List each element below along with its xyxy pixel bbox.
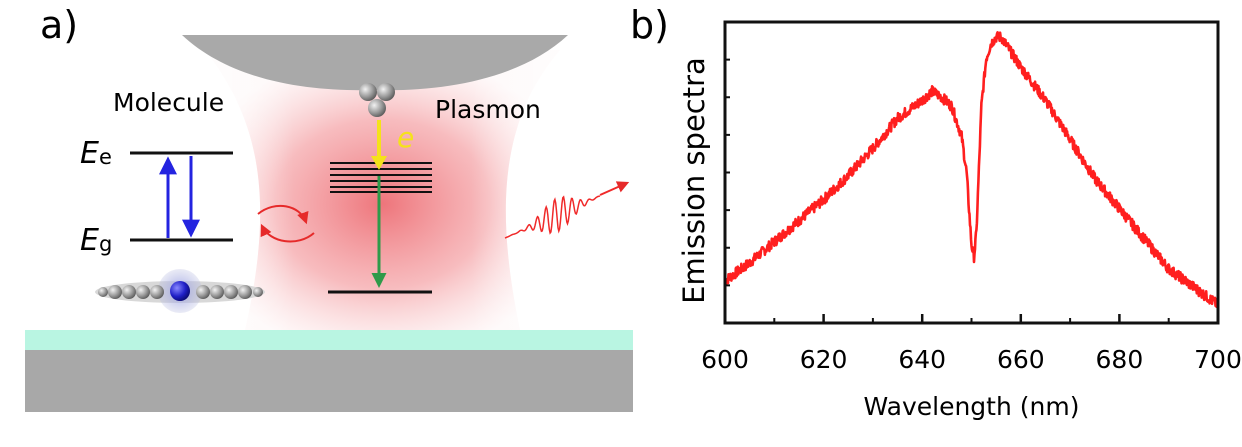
panel-b: b) 600 620 640 660 680 700 Wavelength (nm) Emis…	[630, 3, 1242, 421]
svg-text:Eg: Eg	[80, 223, 112, 258]
x-tick-label-600: 600	[701, 345, 749, 374]
excited-level: Ee	[80, 136, 233, 171]
molecule-model	[95, 269, 265, 313]
series-line-emission	[723, 30, 1220, 309]
molecule-label: Molecule	[113, 88, 224, 117]
panel-a: a) Molecule Plasmon Ee Eg	[25, 3, 633, 412]
substrate	[25, 350, 633, 412]
panel-a-label: a)	[40, 3, 78, 47]
excited-level-subscript: e	[99, 145, 112, 169]
emitted-photon	[504, 181, 630, 239]
x-tick-label-660: 660	[997, 345, 1045, 374]
ground-level-subscript: g	[99, 232, 112, 256]
panel-b-label: b)	[630, 3, 669, 47]
y-axis-label: Emission spectra	[677, 57, 711, 304]
plot-frame	[723, 20, 1220, 325]
coupling-arrows	[257, 204, 315, 243]
plasmon-glow-fade	[205, 50, 560, 330]
x-tick-label-700: 700	[1194, 345, 1242, 374]
x-axis-label: Wavelength (nm)	[864, 392, 1080, 421]
x-tick-label-620: 620	[800, 345, 848, 374]
svg-text:Ee: Ee	[80, 136, 112, 171]
stm-tip	[182, 35, 568, 91]
emission-chart: 600 620 640 660 680 700 Wavelength (nm) Emissio…	[677, 20, 1242, 421]
excited-level-symbol: E	[80, 136, 99, 171]
electron-arrow	[371, 120, 387, 170]
x-tick-label-640: 640	[898, 345, 946, 374]
plasmon-band	[330, 162, 432, 193]
ground-level: Eg	[80, 223, 233, 258]
ground-level-symbol: E	[80, 223, 99, 258]
tip-apex-atoms	[359, 83, 395, 117]
spacer-layer	[25, 330, 633, 350]
x-tick-label-680: 680	[1096, 345, 1144, 374]
electron-label: e	[397, 121, 414, 154]
plasmon-label: Plasmon	[435, 95, 541, 124]
